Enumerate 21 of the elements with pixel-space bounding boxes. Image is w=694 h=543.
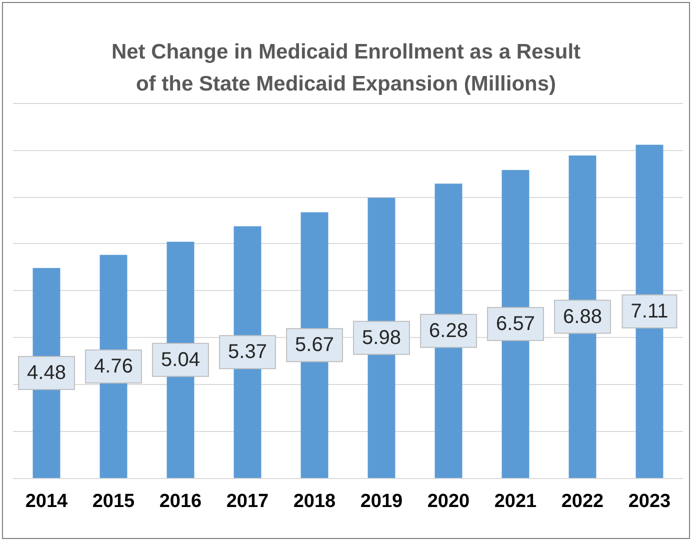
x-tick-label: 2014 bbox=[25, 491, 68, 512]
data-label: 5.67 bbox=[295, 334, 334, 356]
x-tick-label: 2017 bbox=[226, 491, 269, 512]
data-label: 6.88 bbox=[563, 306, 602, 328]
x-tick-label: 2022 bbox=[561, 491, 604, 512]
x-tick-label: 2023 bbox=[628, 491, 671, 512]
x-tick-label: 2019 bbox=[360, 491, 403, 512]
data-label: 6.28 bbox=[429, 320, 468, 342]
chart-title: Net Change in Medicaid Enrollment as a Result of the State Medicaid Expansion (Millions) bbox=[111, 40, 581, 96]
data-label: 5.37 bbox=[228, 341, 267, 364]
x-tick-label: 2020 bbox=[427, 491, 470, 512]
data-label: 4.48 bbox=[27, 362, 66, 384]
x-tick-label: 2015 bbox=[92, 491, 136, 512]
data-label: 6.57 bbox=[496, 313, 535, 336]
x-tick-label: 2016 bbox=[159, 491, 202, 512]
data-label: 5.98 bbox=[362, 326, 401, 349]
data-label: 4.76 bbox=[94, 355, 133, 378]
x-tick-label: 2018 bbox=[293, 491, 336, 512]
data-label: 7.11 bbox=[630, 300, 668, 322]
x-tick-label: 2021 bbox=[494, 491, 538, 512]
data-label: 5.04 bbox=[161, 348, 200, 371]
